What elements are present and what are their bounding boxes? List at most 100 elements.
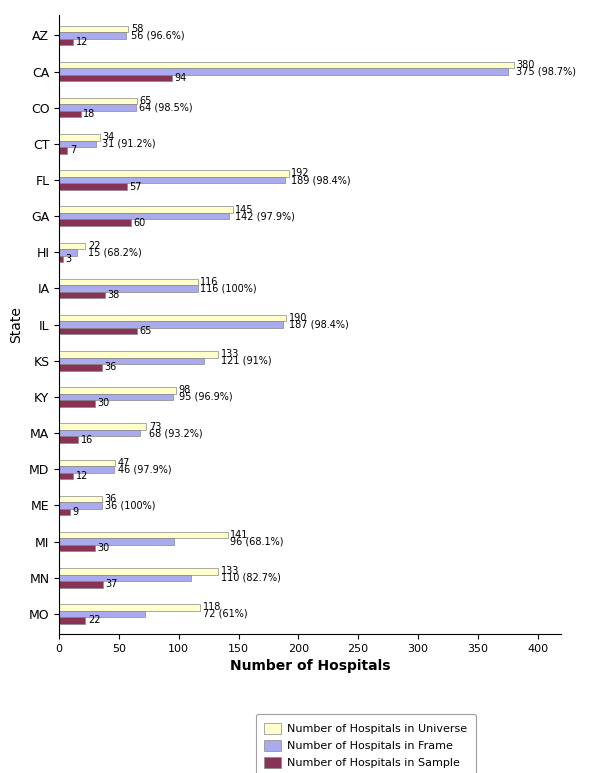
Bar bbox=[59, 141, 96, 147]
Text: 110 (82.7%): 110 (82.7%) bbox=[220, 573, 281, 583]
Bar bbox=[59, 400, 95, 407]
Text: 192: 192 bbox=[291, 169, 310, 179]
Bar bbox=[59, 183, 127, 189]
Bar bbox=[59, 243, 86, 249]
Text: 116 (100%): 116 (100%) bbox=[200, 284, 257, 294]
Bar bbox=[59, 177, 285, 183]
Text: 189 (98.4%): 189 (98.4%) bbox=[291, 175, 351, 185]
Text: 9: 9 bbox=[72, 507, 79, 517]
Bar bbox=[59, 134, 100, 141]
Bar bbox=[59, 291, 105, 298]
Bar bbox=[59, 545, 95, 551]
Text: 37: 37 bbox=[106, 579, 118, 589]
Bar bbox=[59, 538, 174, 545]
Bar bbox=[59, 502, 102, 509]
Bar bbox=[59, 256, 63, 262]
Bar bbox=[59, 611, 145, 617]
Text: 36: 36 bbox=[105, 494, 117, 504]
Text: 60: 60 bbox=[133, 218, 145, 228]
Text: 116: 116 bbox=[200, 277, 219, 287]
Bar bbox=[59, 509, 70, 516]
Bar bbox=[59, 220, 131, 226]
Bar bbox=[59, 322, 282, 328]
Text: 15 (68.2%): 15 (68.2%) bbox=[88, 247, 142, 257]
Bar bbox=[59, 574, 191, 581]
Text: 68 (93.2%): 68 (93.2%) bbox=[149, 428, 203, 438]
Text: 145: 145 bbox=[235, 205, 254, 215]
X-axis label: Number of Hospitals: Number of Hospitals bbox=[230, 659, 391, 673]
Text: 22: 22 bbox=[88, 615, 100, 625]
Text: 65: 65 bbox=[139, 326, 152, 336]
Bar bbox=[59, 279, 198, 285]
Text: 142 (97.9%): 142 (97.9%) bbox=[235, 211, 295, 221]
Bar bbox=[59, 495, 102, 502]
Bar bbox=[59, 328, 137, 335]
Text: 98: 98 bbox=[178, 386, 191, 396]
Text: 133: 133 bbox=[220, 349, 239, 359]
Text: 56 (96.6%): 56 (96.6%) bbox=[131, 30, 184, 40]
Bar bbox=[59, 568, 218, 574]
Text: 57: 57 bbox=[129, 182, 142, 192]
Bar bbox=[59, 387, 176, 393]
Bar bbox=[59, 460, 115, 466]
Bar bbox=[59, 26, 128, 32]
Y-axis label: State: State bbox=[9, 306, 23, 343]
Bar bbox=[59, 111, 80, 117]
Text: 65: 65 bbox=[139, 96, 152, 106]
Bar bbox=[59, 249, 77, 256]
Text: 46 (97.9%): 46 (97.9%) bbox=[118, 465, 171, 475]
Bar bbox=[59, 393, 173, 400]
Bar bbox=[59, 617, 86, 624]
Text: 36: 36 bbox=[105, 363, 117, 373]
Bar bbox=[59, 466, 114, 472]
Bar bbox=[59, 472, 73, 479]
Text: 190: 190 bbox=[289, 313, 307, 323]
Text: 47: 47 bbox=[118, 458, 130, 468]
Text: 22: 22 bbox=[88, 241, 100, 250]
Text: 380: 380 bbox=[516, 60, 534, 70]
Text: 12: 12 bbox=[76, 37, 88, 47]
Bar bbox=[59, 315, 287, 322]
Bar bbox=[59, 98, 137, 104]
Text: 133: 133 bbox=[220, 567, 239, 577]
Bar bbox=[59, 285, 198, 291]
Bar bbox=[59, 364, 102, 370]
Bar bbox=[59, 424, 147, 430]
Text: 36 (100%): 36 (100%) bbox=[105, 500, 155, 510]
Bar bbox=[59, 437, 78, 443]
Text: 30: 30 bbox=[98, 399, 109, 408]
Text: 64 (98.5%): 64 (98.5%) bbox=[139, 103, 193, 113]
Bar bbox=[59, 170, 289, 177]
Bar bbox=[59, 75, 171, 81]
Bar bbox=[59, 581, 103, 587]
Bar bbox=[59, 68, 508, 75]
Text: 72 (61%): 72 (61%) bbox=[203, 609, 247, 619]
Text: 30: 30 bbox=[98, 543, 109, 553]
Bar bbox=[59, 604, 200, 611]
Bar bbox=[59, 351, 218, 358]
Text: 375 (98.7%): 375 (98.7%) bbox=[516, 66, 576, 77]
Legend: Number of Hospitals in Universe, Number of Hospitals in Frame, Number of Hospita: Number of Hospitals in Universe, Number … bbox=[255, 713, 476, 773]
Text: 34: 34 bbox=[102, 132, 115, 142]
Bar bbox=[59, 32, 126, 39]
Bar bbox=[59, 104, 136, 111]
Text: 187 (98.4%): 187 (98.4%) bbox=[289, 320, 349, 329]
Bar bbox=[59, 39, 73, 45]
Text: 58: 58 bbox=[131, 24, 143, 34]
Text: 7: 7 bbox=[70, 145, 76, 155]
Bar bbox=[59, 430, 141, 437]
Text: 31 (91.2%): 31 (91.2%) bbox=[102, 139, 156, 149]
Text: 12: 12 bbox=[76, 471, 88, 481]
Bar bbox=[59, 206, 232, 213]
Bar bbox=[59, 213, 229, 220]
Text: 141: 141 bbox=[230, 530, 248, 540]
Text: 95 (96.9%): 95 (96.9%) bbox=[178, 392, 232, 402]
Text: 96 (68.1%): 96 (68.1%) bbox=[230, 536, 284, 547]
Text: 73: 73 bbox=[149, 421, 161, 431]
Bar bbox=[59, 532, 228, 538]
Bar bbox=[59, 358, 204, 364]
Text: 38: 38 bbox=[107, 290, 119, 300]
Text: 118: 118 bbox=[203, 602, 221, 612]
Bar bbox=[59, 62, 514, 68]
Text: 16: 16 bbox=[80, 434, 93, 444]
